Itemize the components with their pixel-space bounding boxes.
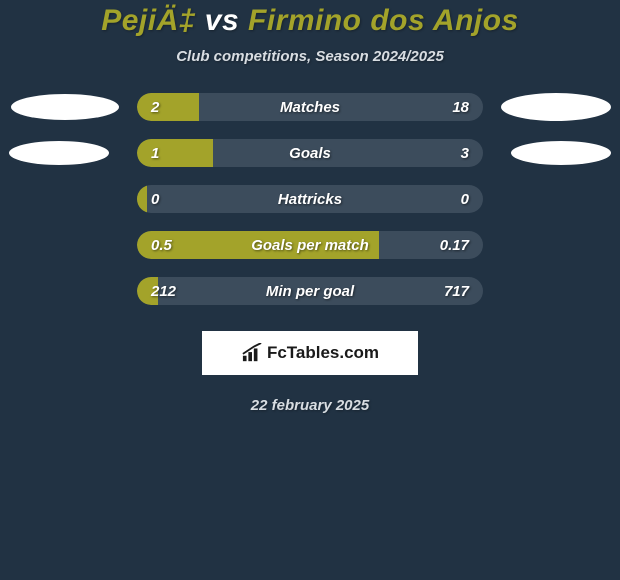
stat-label: Min per goal	[137, 277, 483, 305]
fctables-logo: FcTables.com	[202, 331, 418, 375]
stat-row: 2Matches18	[0, 93, 620, 121]
subtitle: Club competitions, Season 2024/2025	[0, 48, 620, 65]
vs-text: vs	[205, 4, 239, 37]
player2-ellipse	[511, 141, 611, 165]
stat-value-right: 717	[444, 277, 469, 305]
comparison-title: PejiÄ‡ vs Firmino dos Anjos	[0, 4, 620, 38]
stat-bar: 0Hattricks0	[137, 185, 483, 213]
comparison-date: 22 february 2025	[0, 397, 620, 414]
stat-bar: 0.5Goals per match0.17	[137, 231, 483, 259]
stat-label: Matches	[137, 93, 483, 121]
stat-bar: 1Goals3	[137, 139, 483, 167]
player1-ellipse	[11, 94, 119, 120]
stat-value-right: 0	[461, 185, 469, 213]
stat-label: Hattricks	[137, 185, 483, 213]
stat-bar: 212Min per goal717	[137, 277, 483, 305]
stats-rows: 2Matches18 1Goals3 0Hattricks0 0.5Goals per…	[0, 93, 620, 305]
stat-value-right: 3	[461, 139, 469, 167]
stat-value-right: 18	[452, 93, 469, 121]
stat-row: 0.5Goals per match0.17	[0, 231, 620, 259]
stat-label: Goals	[137, 139, 483, 167]
player1-name: PejiÄ‡	[101, 4, 196, 37]
stat-label: Goals per match	[137, 231, 483, 259]
stat-row: 0Hattricks0	[0, 185, 620, 213]
stat-value-right: 0.17	[440, 231, 469, 259]
stat-row: 212Min per goal717	[0, 277, 620, 305]
player2-ellipse	[501, 93, 611, 121]
stat-row: 1Goals3	[0, 139, 620, 167]
stat-bar: 2Matches18	[137, 93, 483, 121]
player1-ellipse	[9, 141, 109, 165]
player2-name: Firmino dos Anjos	[248, 4, 519, 37]
chart-icon	[241, 343, 263, 363]
logo-text: FcTables.com	[267, 343, 379, 363]
